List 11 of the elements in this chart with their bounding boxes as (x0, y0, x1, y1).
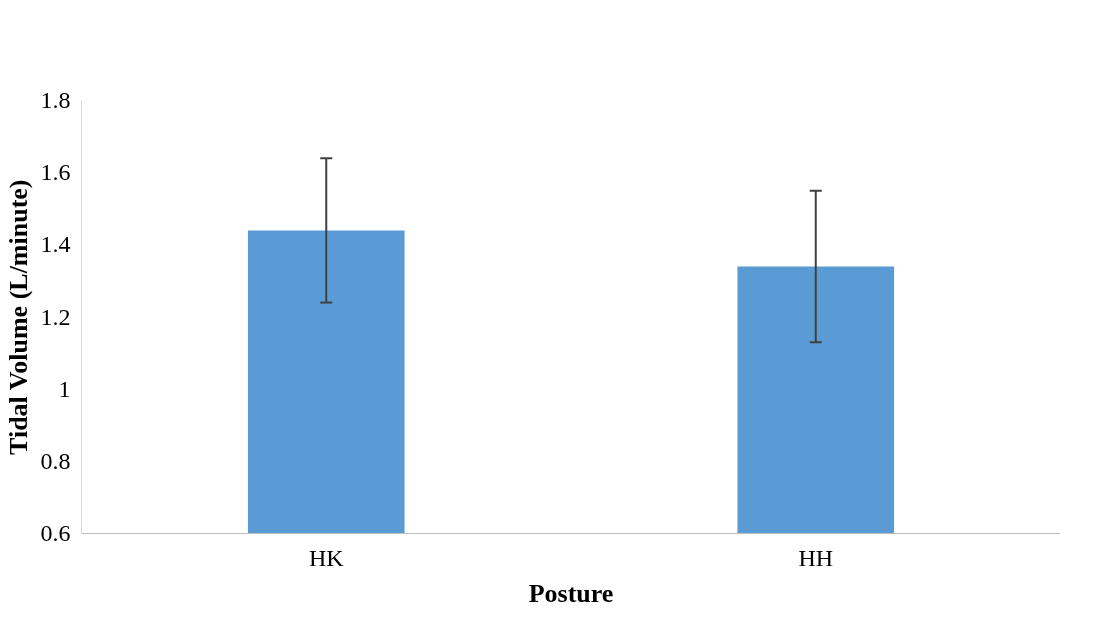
y-tick-label: 1.8 (40, 87, 71, 113)
x-axis-title: Posture (528, 578, 614, 608)
y-axis-title: Tidal Volume (L/minute) (3, 179, 33, 455)
y-tick-label: 1.4 (40, 231, 71, 258)
y-tick-label: 1.6 (40, 159, 71, 186)
y-tick-label: 1.2 (40, 303, 71, 330)
x-tick-label: HK (308, 544, 345, 571)
y-tick-label: 1 (58, 375, 71, 402)
x-tick-label: HH (798, 544, 834, 571)
y-tick-label: 0.6 (40, 520, 71, 546)
y-tick-label: 0.8 (40, 447, 71, 474)
